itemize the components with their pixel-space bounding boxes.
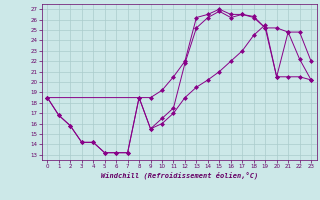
X-axis label: Windchill (Refroidissement éolien,°C): Windchill (Refroidissement éolien,°C) xyxy=(100,172,258,179)
